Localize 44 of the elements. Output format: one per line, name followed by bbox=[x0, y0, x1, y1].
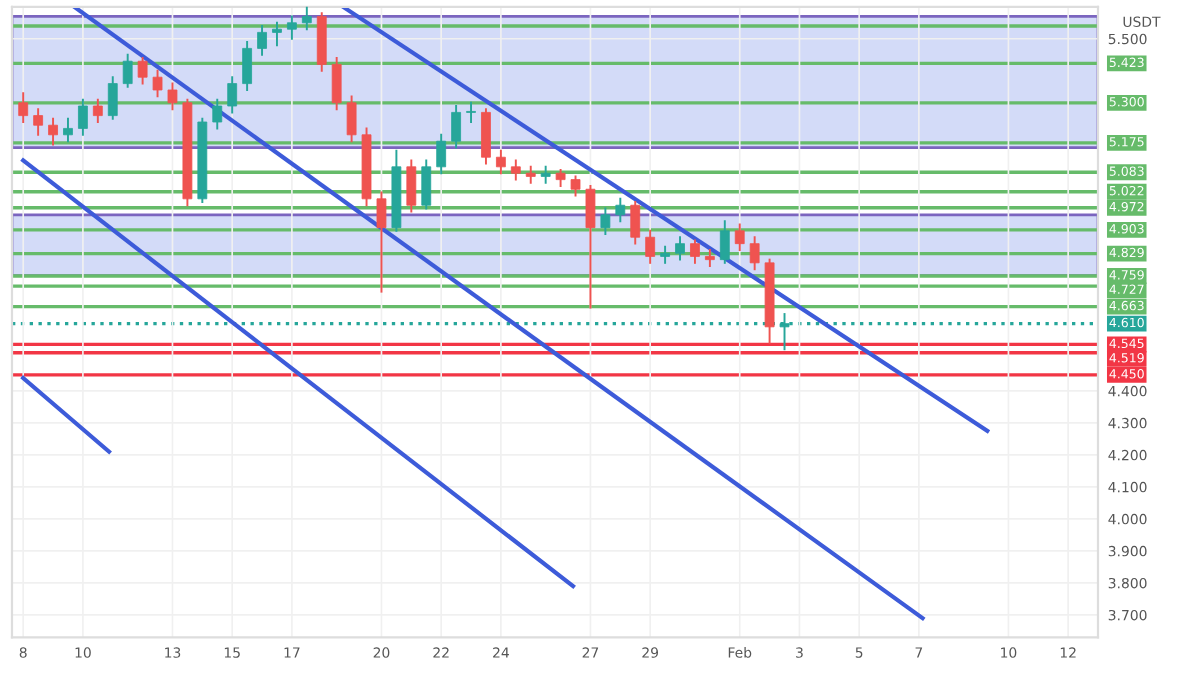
candlestick bbox=[570, 175, 581, 197]
candlestick bbox=[466, 101, 476, 123]
candlestick bbox=[272, 21, 282, 47]
candlestick bbox=[301, 6, 312, 31]
candlestick bbox=[675, 236, 685, 261]
candlestick bbox=[376, 191, 387, 293]
candlestick bbox=[227, 76, 238, 114]
candlestick bbox=[242, 41, 253, 91]
candlestick bbox=[152, 69, 163, 98]
candlestick bbox=[406, 159, 417, 213]
candlestick bbox=[331, 57, 342, 111]
candlestick bbox=[719, 220, 730, 264]
candlestick bbox=[436, 133, 447, 175]
candlestick bbox=[690, 239, 700, 264]
candlestick bbox=[167, 82, 178, 111]
candlestick bbox=[107, 76, 118, 120]
candlestick bbox=[540, 165, 551, 184]
candlestick bbox=[257, 25, 267, 56]
candlestick bbox=[510, 159, 521, 181]
candlestick bbox=[421, 159, 432, 210]
candlestick bbox=[481, 108, 491, 165]
candlestick bbox=[137, 57, 148, 85]
candlestick bbox=[33, 108, 44, 136]
candlestick bbox=[92, 98, 103, 123]
candlestick bbox=[18, 92, 29, 123]
candlestick bbox=[585, 185, 596, 309]
candlestick bbox=[495, 149, 506, 175]
candlestick bbox=[600, 207, 611, 235]
candlestick bbox=[630, 201, 641, 245]
candlestick bbox=[451, 105, 461, 149]
candlestick bbox=[122, 53, 133, 88]
candlestick bbox=[704, 249, 715, 268]
candlestick bbox=[48, 117, 58, 146]
candlestick bbox=[615, 197, 626, 223]
candlestick bbox=[346, 95, 357, 143]
candlestick bbox=[287, 15, 297, 40]
candlestick bbox=[212, 98, 223, 130]
candlestick bbox=[525, 165, 536, 184]
candlestick bbox=[78, 98, 88, 136]
candlestick bbox=[749, 236, 760, 271]
candlestick bbox=[734, 223, 745, 251]
candlestick bbox=[645, 229, 656, 264]
candlestick bbox=[63, 117, 73, 143]
candlestick bbox=[660, 245, 670, 264]
